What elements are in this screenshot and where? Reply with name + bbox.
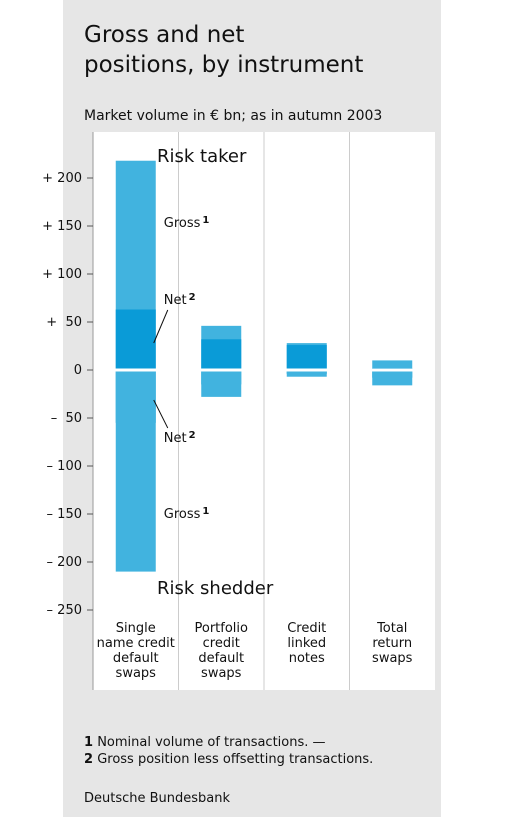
footnote-text: Gross position less offsetting transacti… [97,752,373,767]
series-name: Net [164,431,187,446]
series-name: Gross [164,507,201,522]
y-tick-label: + 200 [42,171,82,186]
series-note: 2 [189,430,196,441]
footnote-number: 2 [84,752,93,767]
x-tick-label: Credit [287,621,326,636]
y-tick-label: + 100 [42,267,82,282]
chart-subtitle: Market volume in € bn; as in autumn 2003 [84,108,382,124]
x-tick-label: swaps [116,666,157,681]
footnote-number: 1 [84,735,93,750]
x-tick-label: return [372,636,412,651]
y-tick-label: – 250 [47,603,82,618]
y-tick-label: – 100 [47,459,82,474]
x-tick-label: Single [116,621,156,636]
series-name: Net [164,293,187,308]
y-tick-label: – 150 [47,507,82,522]
y-tick-label: + 150 [42,219,82,234]
series-note: 1 [202,215,209,226]
bar [201,339,241,368]
x-tick-label: linked [287,636,326,651]
x-tick-label: default [198,651,244,666]
x-tick-label: Total [376,621,407,636]
x-tick-label: swaps [201,666,242,681]
source: Deutsche Bundesbank [84,791,231,806]
series-note: 1 [202,506,209,517]
y-tick-label: + 50 [46,315,82,330]
y-tick-label: – 50 [51,411,82,426]
x-tick-label: swaps [372,651,413,666]
chart-title-line: Gross and net [84,22,244,48]
bar [116,310,156,369]
footnote: 1 Nominal volume of transactions. — [84,735,326,750]
bar [287,372,327,377]
footnote-text: Nominal volume of transactions. — [97,735,325,750]
annotation: Risk taker [157,146,247,167]
bar [201,372,241,397]
x-tick-label: notes [289,651,325,666]
series-name: Gross [164,216,201,231]
x-tick-label: Portfolio [195,621,249,636]
y-tick-label: – 200 [47,555,82,570]
annotation: Risk shedder [157,578,274,599]
series-note: 2 [189,292,196,303]
x-tick-label: name credit [97,636,175,651]
x-tick-label: credit [203,636,240,651]
bar [287,345,327,368]
y-tick-label: 0 [74,363,82,378]
chart-title-line: positions, by instrument [84,52,363,78]
bar [372,360,412,368]
footnote: 2 Gross position less offsetting transac… [84,752,373,767]
x-tick-label: default [113,651,159,666]
bar [372,372,412,386]
bar [116,372,156,572]
